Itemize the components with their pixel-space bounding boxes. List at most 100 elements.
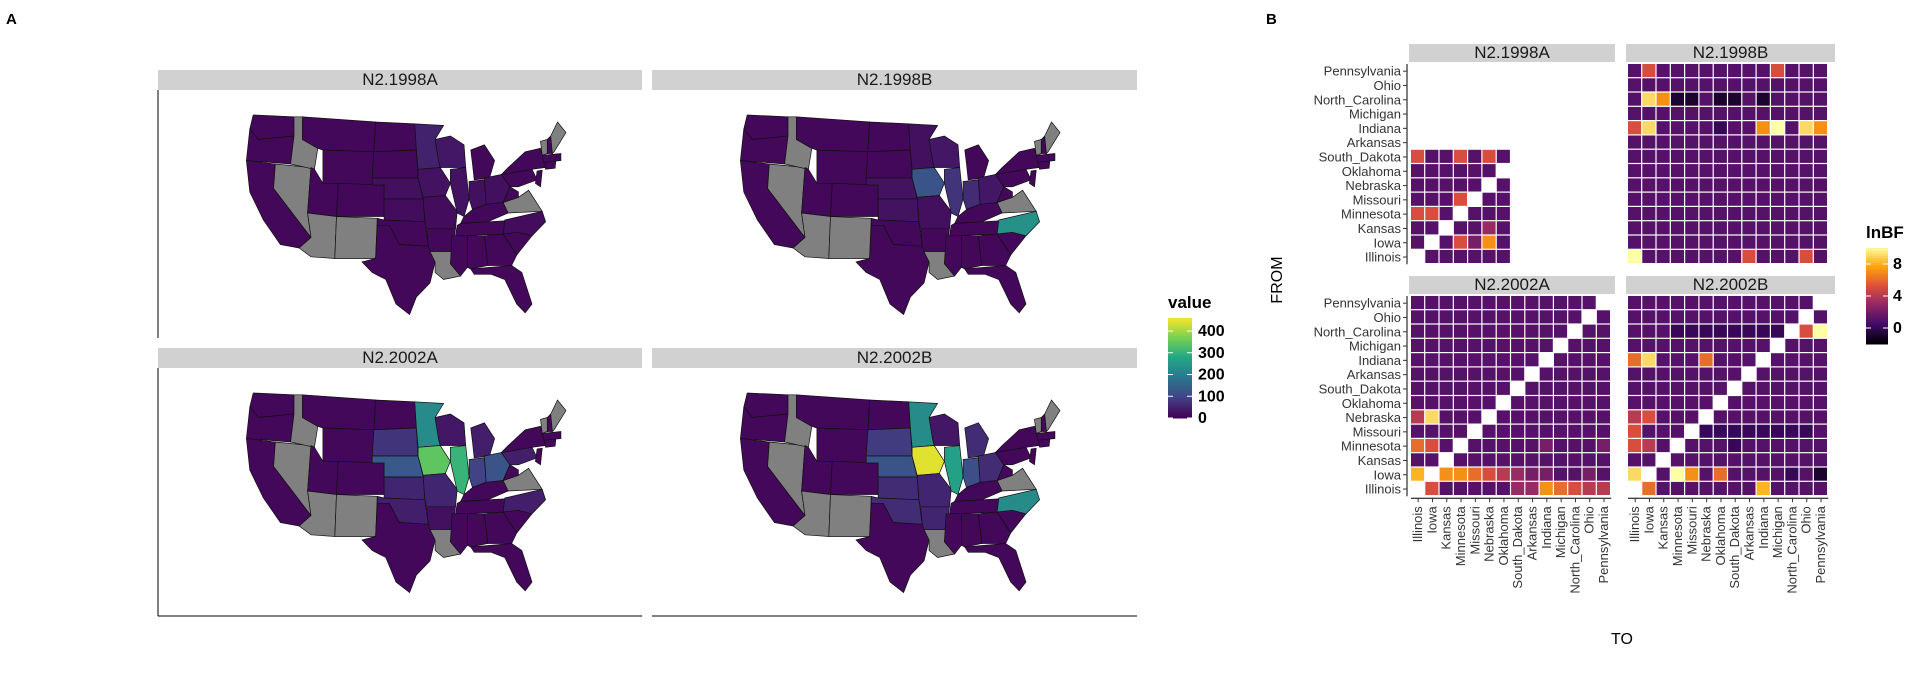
heatmap-legend-swatch [1866, 269, 1888, 273]
heatmap-cell [1628, 439, 1642, 453]
heatmap-cell [1742, 164, 1756, 178]
heatmap-cell [1554, 296, 1568, 310]
heatmap-cell [1785, 135, 1799, 149]
heatmap-legend-swatch [1866, 310, 1888, 314]
heatmap-cell [1496, 338, 1510, 352]
heatmap-legend-swatch [1866, 332, 1888, 335]
state-south-dakota [865, 427, 913, 457]
map-panel: N2.1998A [157, 70, 642, 338]
heatmap-cell [1785, 396, 1799, 410]
heatmap-cell [1756, 424, 1770, 438]
heatmap-cell [1799, 135, 1813, 149]
heatmap-cell [1525, 338, 1539, 352]
heatmap-cell [1642, 410, 1656, 424]
heatmap-cell [1482, 310, 1496, 324]
heatmap-cell [1642, 121, 1656, 135]
heatmap-cell [1699, 453, 1713, 467]
heatmap-cell [1756, 221, 1770, 235]
heatmap-cell [1785, 164, 1799, 178]
heatmap-cell [1742, 106, 1756, 120]
heatmap-cell [1453, 353, 1467, 367]
heatmap-cell [1468, 221, 1482, 235]
heatmap-cell [1799, 178, 1813, 192]
heatmap-cell [1596, 353, 1610, 367]
heatmap-y-tick-label: North_Carolina [1314, 324, 1402, 339]
heatmap-cell [1496, 207, 1510, 221]
heatmap-y-tick-label: Iowa [1374, 235, 1402, 250]
state-colorado [336, 182, 385, 217]
heatmap-x-tick-label: North_Carolina [1784, 505, 1799, 593]
heatmap-cell [1785, 338, 1799, 352]
heatmap-panel: N2.2002AIllinoisIowaKansasMinnesotaMisso… [1314, 275, 1615, 594]
heatmap-cell [1785, 192, 1799, 206]
map-legend-swatch [1168, 390, 1192, 394]
state-kentucky [954, 480, 1003, 502]
heatmap-cell [1728, 221, 1742, 235]
heatmap-cell [1439, 310, 1453, 324]
heatmap-cell [1496, 249, 1510, 263]
state-georgia [484, 511, 518, 544]
heatmap-cell [1771, 310, 1785, 324]
heatmap-cell [1670, 64, 1684, 78]
heatmap-cell [1785, 481, 1799, 495]
heatmap-cell [1656, 149, 1670, 163]
heatmap-cell [1713, 178, 1727, 192]
heatmap-cell [1799, 338, 1813, 352]
heatmap-cell [1468, 296, 1482, 310]
heatmap-legend-swatch [1866, 274, 1888, 278]
heatmap-legend-swatch [1866, 327, 1888, 331]
heatmap-y-tick-label: Pennsylvania [1324, 296, 1402, 311]
heatmap-cell [1813, 149, 1827, 163]
map-legend-swatch [1168, 338, 1192, 341]
heatmap-cell [1411, 296, 1425, 310]
heatmap-cell [1482, 381, 1496, 395]
heatmap-cell [1699, 78, 1713, 92]
heatmap-cell [1496, 439, 1510, 453]
heatmap-cell [1756, 135, 1770, 149]
heatmap-cell [1482, 324, 1496, 338]
heatmap-cell [1482, 149, 1496, 163]
heatmap-cell [1771, 178, 1785, 192]
state-mississippi [944, 513, 962, 555]
heatmap-cell [1468, 249, 1482, 263]
map-legend-swatch [1168, 333, 1192, 336]
heatmap-cell [1482, 235, 1496, 249]
heatmap-cell [1496, 221, 1510, 235]
heatmap-x-tick-label: Michigan [1770, 506, 1785, 558]
heatmap-cell [1568, 467, 1582, 481]
state-mississippi [450, 513, 468, 555]
state-maine [1044, 399, 1061, 433]
heatmap-cell [1699, 135, 1713, 149]
heatmap-cell [1568, 439, 1582, 453]
heatmap-panel-title: N2.1998A [1474, 43, 1550, 62]
heatmap-cell [1468, 467, 1482, 481]
heatmap-cell [1582, 353, 1596, 367]
heatmap-cell [1596, 381, 1610, 395]
heatmap-cell [1554, 381, 1568, 395]
heatmap-cell [1756, 310, 1770, 324]
heatmap-cell [1496, 410, 1510, 424]
heatmap-panel-title: N2.2002B [1693, 275, 1769, 294]
heatmap-cell [1482, 353, 1496, 367]
heatmap-y-tick-label: Minnesota [1341, 207, 1402, 222]
map-legend-label: 0 [1198, 410, 1207, 427]
state-alabama [961, 235, 983, 270]
heatmap-cell [1699, 178, 1713, 192]
heatmap-cell [1582, 367, 1596, 381]
heatmap-cell [1642, 92, 1656, 106]
map-panel-title: N2.1998A [362, 70, 438, 89]
state-west-virginia [502, 464, 519, 482]
heatmap-cell [1771, 453, 1785, 467]
heatmap-cell [1670, 467, 1684, 481]
heatmap-cell [1813, 310, 1827, 324]
heatmap-legend-swatch [1866, 329, 1888, 333]
state-west-virginia [996, 464, 1013, 482]
heatmap-legend-swatch [1866, 324, 1888, 328]
heatmap-cell [1670, 338, 1684, 352]
heatmap-cell [1525, 396, 1539, 410]
state-alabama [467, 235, 489, 270]
heatmap-cell [1756, 149, 1770, 163]
state-massachusetts [541, 153, 562, 163]
heatmap-panel: N2.2002B Illinois Iowa Kansas Minnesota Misso… [1626, 275, 1835, 594]
heatmap-cell [1799, 249, 1813, 263]
